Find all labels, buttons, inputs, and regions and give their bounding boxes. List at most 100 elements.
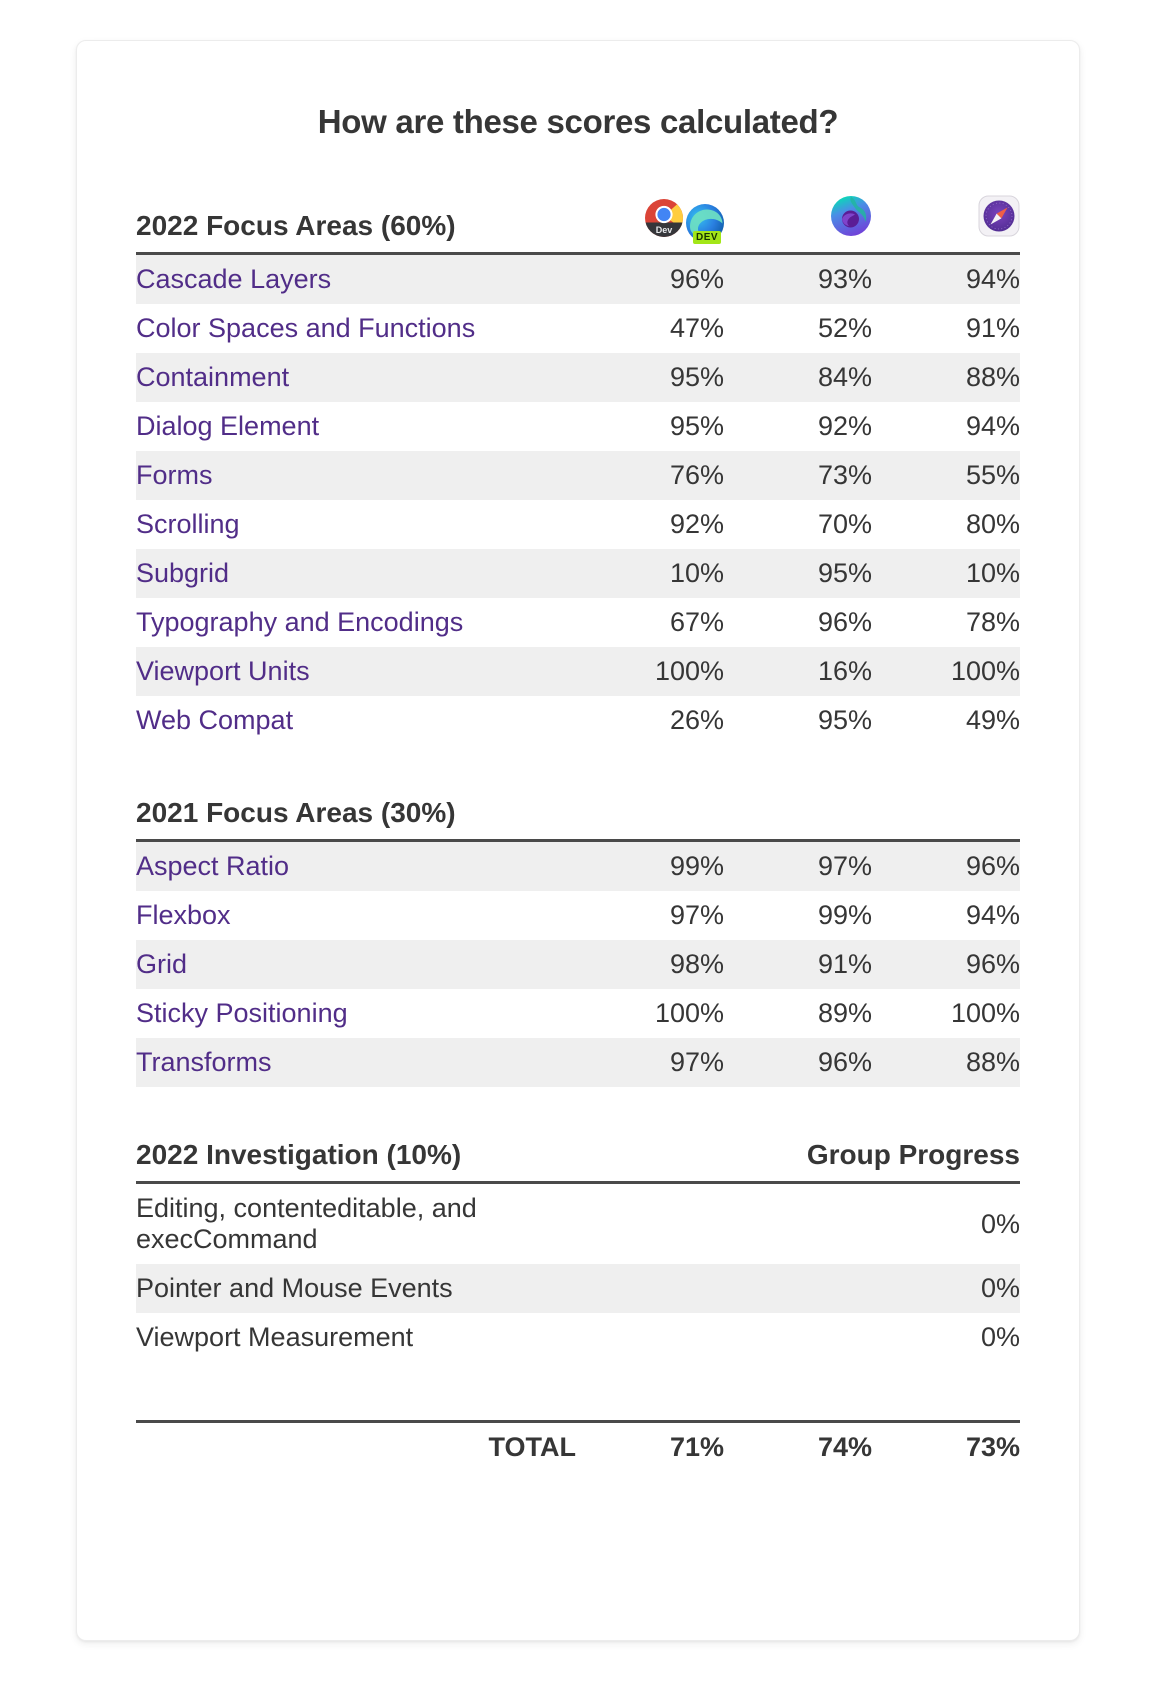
table-row: Viewport Units 100% 16% 100% xyxy=(136,647,1020,696)
focus-area-cell: Containment xyxy=(136,353,576,402)
score-cell: 84% xyxy=(817,362,872,392)
table-row: Cascade Layers 96% 93% 94% xyxy=(136,252,1020,304)
score-cell: 94% xyxy=(965,900,1020,930)
focus-area-cell: Transforms xyxy=(136,1038,576,1087)
table-row: Grid 98% 91% 96% xyxy=(136,940,1020,989)
table-row: Scrolling 92% 70% 80% xyxy=(136,500,1020,549)
investigation-label: Editing, contenteditable, and execComman… xyxy=(136,1181,576,1264)
score-cell: 49% xyxy=(965,705,1020,735)
score-cell: 92% xyxy=(817,411,872,441)
score-cell: 93% xyxy=(724,252,872,304)
table-row: Color Spaces and Functions 47% 52% 91% xyxy=(136,304,1020,353)
score-cell: 100% xyxy=(654,998,724,1028)
score-cell: 96% xyxy=(576,252,724,304)
table-row: Web Compat 26% 95% 49% xyxy=(136,696,1020,745)
score-cell: 97% xyxy=(669,1047,724,1077)
table-row: Pointer and Mouse Events 0% xyxy=(136,1264,1020,1313)
focus-area-link[interactable]: Containment xyxy=(136,362,290,392)
focus-area-cell: Sticky Positioning xyxy=(136,989,576,1038)
focus-area-cell: Typography and Encodings xyxy=(136,598,576,647)
score-cell: 10% xyxy=(965,558,1020,588)
focus-area-cell: Color Spaces and Functions xyxy=(136,304,576,353)
focus-area-cell: Viewport Units xyxy=(136,647,576,696)
total-table: TOTAL 71% 74% 73% xyxy=(136,1420,1020,1472)
focus-area-cell: Web Compat xyxy=(136,696,576,745)
score-cell: 98% xyxy=(669,949,724,979)
table-row: Forms 76% 73% 55% xyxy=(136,451,1020,500)
score-cell: 92% xyxy=(669,509,724,539)
focus-area-link[interactable]: Viewport Units xyxy=(136,656,310,686)
table-header-row: 2021 Focus Areas (30%) xyxy=(136,797,1020,841)
section-heading-2021-focus-areas: 2021 Focus Areas (30%) xyxy=(136,797,456,828)
score-cell: 10% xyxy=(669,558,724,588)
total-score-chrome: 71% xyxy=(576,1420,724,1472)
focus-area-link[interactable]: Aspect Ratio xyxy=(136,851,290,881)
table-row: Viewport Measurement 0% xyxy=(136,1313,1020,1362)
page-title: How are these scores calculated? xyxy=(317,103,839,140)
table-header-row: 2022 Focus Areas (60%) xyxy=(136,195,1020,254)
total-row: TOTAL 71% 74% 73% xyxy=(136,1420,1020,1472)
score-cell: 97% xyxy=(724,839,872,891)
total-label: TOTAL xyxy=(136,1420,576,1472)
table-row: Typography and Encodings 67% 96% 78% xyxy=(136,598,1020,647)
chrome-dev-icon: Dev xyxy=(645,199,683,242)
svg-text:Dev: Dev xyxy=(656,225,673,235)
table-row: Aspect Ratio 99% 97% 96% xyxy=(136,839,1020,891)
focus-area-link[interactable]: Cascade Layers xyxy=(136,264,332,294)
focus-area-link[interactable]: Flexbox xyxy=(136,900,231,930)
score-cell: 97% xyxy=(669,900,724,930)
focus-area-link[interactable]: Typography and Encodings xyxy=(136,607,464,637)
score-cell: 96% xyxy=(872,839,1020,891)
score-cell: 67% xyxy=(669,607,724,637)
focus-area-link[interactable]: Sticky Positioning xyxy=(136,998,348,1028)
progress-cell: 0% xyxy=(575,1181,1020,1264)
investigation-table: 2022 Investigation (10%) Group Progress … xyxy=(136,1139,1020,1362)
focus-area-link[interactable]: Web Compat xyxy=(136,705,294,735)
focus-area-link[interactable]: Dialog Element xyxy=(136,411,320,441)
focus-area-link[interactable]: Transforms xyxy=(136,1047,272,1077)
focus-area-link[interactable]: Forms xyxy=(136,460,213,490)
total-score-safari: 73% xyxy=(872,1420,1020,1472)
total-score-firefox: 74% xyxy=(724,1420,872,1472)
score-cell: 47% xyxy=(669,313,724,343)
score-cell: 88% xyxy=(965,1047,1020,1077)
score-cell: 55% xyxy=(965,460,1020,490)
firefox-nightly-icon xyxy=(830,195,872,242)
table-row: Subgrid 10% 95% 10% xyxy=(136,549,1020,598)
progress-cell: 0% xyxy=(980,1273,1020,1303)
focus-area-link[interactable]: Grid xyxy=(136,949,188,979)
score-cell: 96% xyxy=(817,1047,872,1077)
table-row: Dialog Element 95% 92% 94% xyxy=(136,402,1020,451)
score-cell: 88% xyxy=(965,362,1020,392)
table-row: Transforms 97% 96% 88% xyxy=(136,1038,1020,1087)
edge-dev-icon: DEV xyxy=(686,204,724,244)
score-cell: 100% xyxy=(950,656,1020,686)
table-row: Containment 95% 84% 88% xyxy=(136,353,1020,402)
score-cell: 100% xyxy=(950,998,1020,1028)
focus-area-cell: Subgrid xyxy=(136,549,576,598)
focus-area-link[interactable]: Scrolling xyxy=(136,509,240,539)
score-cell: 95% xyxy=(817,558,872,588)
focus-area-cell: Flexbox xyxy=(136,891,576,940)
focus-area-link[interactable]: Color Spaces and Functions xyxy=(136,313,476,343)
score-cell: 76% xyxy=(669,460,724,490)
group-progress-heading: Group Progress xyxy=(806,1139,1020,1170)
focus-area-cell: Aspect Ratio xyxy=(136,839,576,891)
score-cell: 96% xyxy=(817,607,872,637)
section-heading-2022-focus-areas: 2022 Focus Areas (60%) xyxy=(136,210,456,241)
score-cell: 26% xyxy=(669,705,724,735)
score-cell: 89% xyxy=(817,998,872,1028)
safari-technology-preview-icon xyxy=(978,195,1020,242)
investigation-label: Pointer and Mouse Events xyxy=(136,1273,453,1303)
section-heading-2022-investigation: 2022 Investigation (10%) xyxy=(136,1139,462,1170)
score-cell: 91% xyxy=(817,949,872,979)
focus-area-cell: Cascade Layers xyxy=(136,252,576,304)
focus-area-cell: Forms xyxy=(136,451,576,500)
score-cell: 78% xyxy=(965,607,1020,637)
score-cell: 100% xyxy=(654,656,724,686)
focus-area-cell: Dialog Element xyxy=(136,402,576,451)
table-row: Editing, contenteditable, and execComman… xyxy=(136,1181,1020,1264)
focus-area-link[interactable]: Subgrid xyxy=(136,558,230,588)
score-cell: 96% xyxy=(965,949,1020,979)
investigation-label: Viewport Measurement xyxy=(136,1322,414,1352)
